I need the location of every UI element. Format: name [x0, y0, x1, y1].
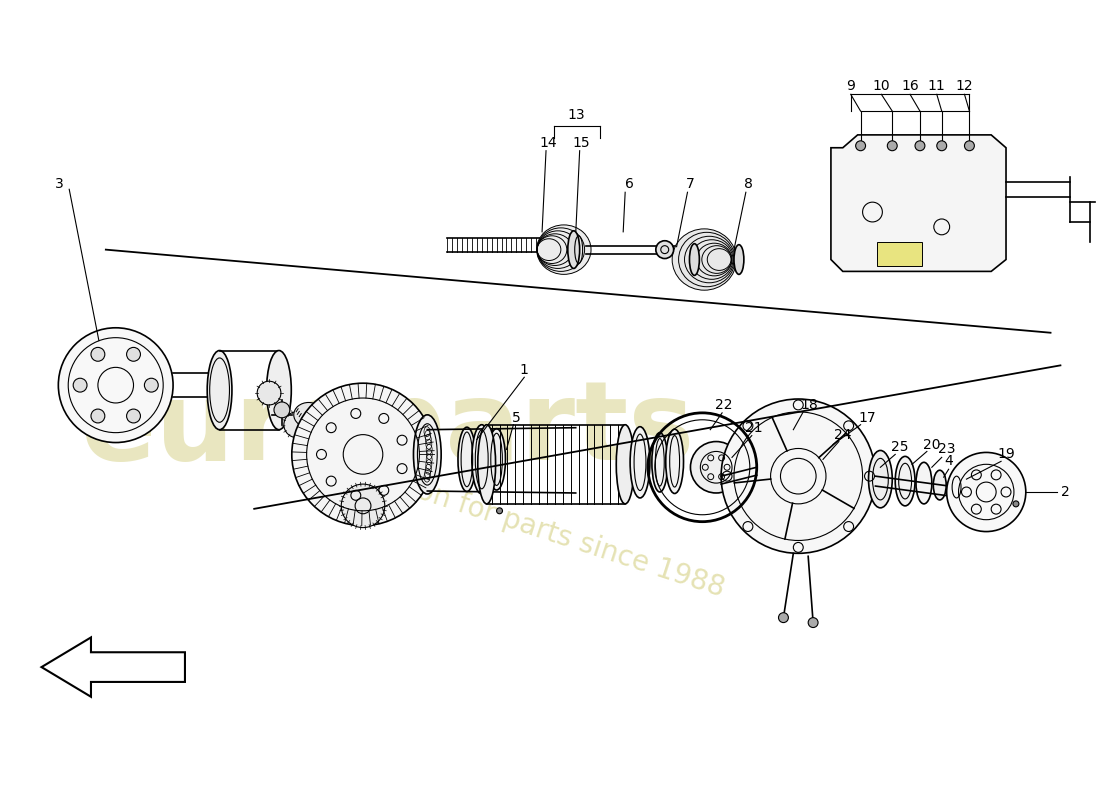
- Text: passion for parts since 1988: passion for parts since 1988: [344, 454, 728, 602]
- Text: 25: 25: [891, 441, 909, 454]
- Ellipse shape: [652, 433, 668, 492]
- Circle shape: [965, 141, 975, 150]
- Text: 14: 14: [539, 136, 557, 150]
- Polygon shape: [830, 135, 1006, 271]
- Circle shape: [808, 618, 818, 627]
- Circle shape: [915, 141, 925, 150]
- Text: 21: 21: [745, 421, 762, 434]
- Ellipse shape: [266, 350, 292, 430]
- Circle shape: [144, 378, 158, 392]
- Text: 7: 7: [686, 178, 695, 191]
- Polygon shape: [42, 638, 185, 697]
- Ellipse shape: [616, 425, 634, 504]
- Ellipse shape: [690, 244, 700, 275]
- Text: 10: 10: [872, 79, 890, 94]
- Text: 16: 16: [901, 79, 918, 94]
- Ellipse shape: [949, 470, 964, 504]
- Text: 18: 18: [801, 398, 818, 412]
- Text: 11: 11: [928, 79, 946, 94]
- Text: 8: 8: [745, 178, 754, 191]
- Ellipse shape: [487, 429, 506, 490]
- Text: 5: 5: [512, 411, 520, 425]
- Text: 17: 17: [859, 411, 877, 425]
- Circle shape: [284, 412, 309, 438]
- Ellipse shape: [477, 425, 496, 504]
- Text: 20: 20: [923, 438, 940, 451]
- Text: 12: 12: [956, 79, 974, 94]
- Ellipse shape: [895, 456, 915, 506]
- Text: 9: 9: [846, 79, 855, 94]
- Text: 6: 6: [625, 178, 634, 191]
- Circle shape: [292, 383, 434, 526]
- Circle shape: [91, 409, 104, 423]
- Circle shape: [691, 442, 741, 493]
- Circle shape: [937, 141, 947, 150]
- Text: 24: 24: [834, 428, 851, 442]
- Circle shape: [722, 399, 876, 554]
- Circle shape: [74, 378, 87, 392]
- Circle shape: [656, 241, 673, 258]
- Circle shape: [58, 328, 173, 442]
- Ellipse shape: [734, 245, 744, 274]
- Ellipse shape: [294, 402, 323, 427]
- Ellipse shape: [537, 225, 591, 274]
- Text: 15: 15: [573, 136, 591, 150]
- Text: 22: 22: [715, 398, 733, 412]
- Text: 19: 19: [997, 447, 1015, 462]
- Circle shape: [1013, 501, 1019, 507]
- Circle shape: [126, 409, 141, 423]
- Text: 13: 13: [568, 108, 585, 122]
- Circle shape: [126, 347, 141, 362]
- Circle shape: [779, 613, 789, 622]
- Circle shape: [257, 382, 280, 405]
- Ellipse shape: [630, 426, 650, 498]
- Circle shape: [947, 453, 1026, 531]
- Text: europarts: europarts: [80, 376, 695, 483]
- Text: 4: 4: [944, 454, 953, 468]
- Ellipse shape: [666, 429, 683, 494]
- Circle shape: [274, 402, 289, 418]
- Ellipse shape: [672, 229, 737, 290]
- Text: 3: 3: [55, 178, 64, 191]
- Ellipse shape: [472, 425, 492, 494]
- Circle shape: [91, 347, 104, 362]
- Circle shape: [496, 508, 503, 514]
- Ellipse shape: [568, 231, 580, 269]
- Ellipse shape: [414, 415, 441, 494]
- Ellipse shape: [933, 470, 946, 500]
- Ellipse shape: [869, 450, 892, 508]
- Ellipse shape: [916, 462, 932, 504]
- Ellipse shape: [458, 427, 476, 491]
- Circle shape: [888, 141, 898, 150]
- Ellipse shape: [207, 350, 232, 430]
- Text: 2: 2: [1062, 485, 1070, 499]
- Circle shape: [856, 141, 866, 150]
- Text: 23: 23: [938, 442, 956, 457]
- Polygon shape: [878, 242, 922, 266]
- Text: 1: 1: [520, 363, 529, 378]
- Circle shape: [341, 484, 385, 528]
